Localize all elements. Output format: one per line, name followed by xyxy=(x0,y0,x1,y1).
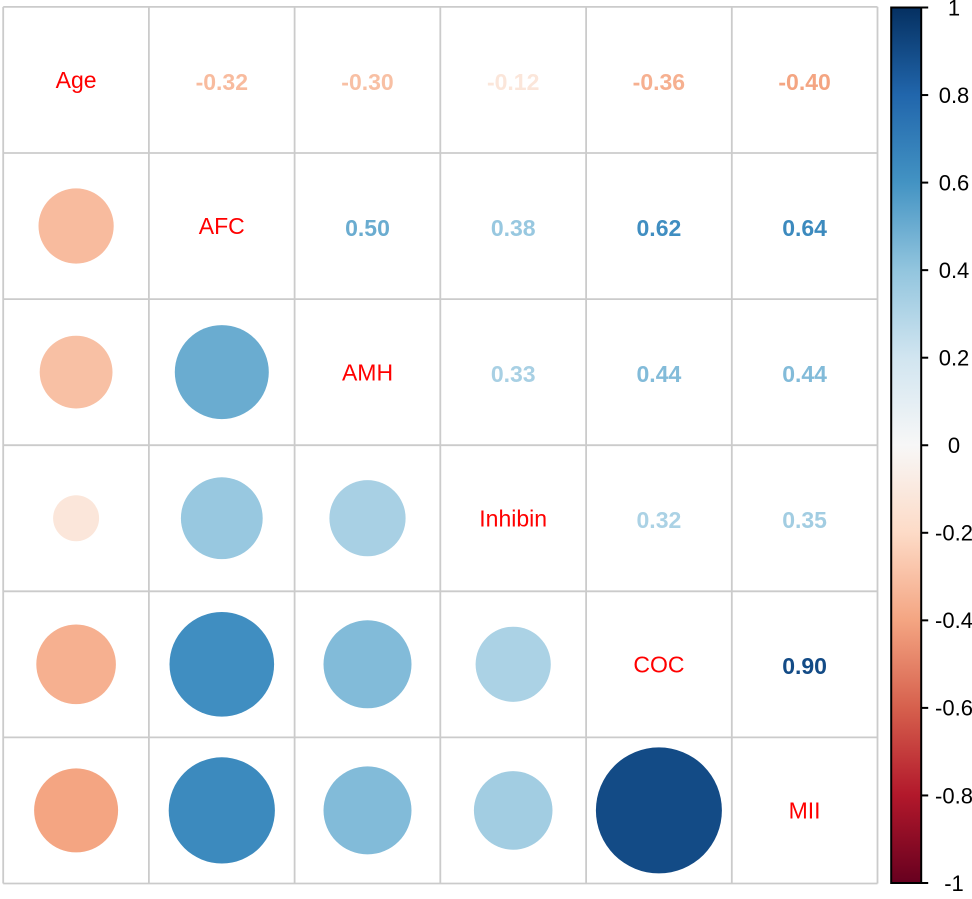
svg-text:MII: MII xyxy=(789,798,821,824)
svg-text:0.62: 0.62 xyxy=(637,215,682,241)
svg-text:0.2: 0.2 xyxy=(939,346,970,371)
svg-text:-0.12: -0.12 xyxy=(487,69,539,95)
svg-text:0.32: 0.32 xyxy=(637,507,682,533)
svg-text:0.44: 0.44 xyxy=(637,361,682,387)
svg-text:0.35: 0.35 xyxy=(782,507,827,533)
svg-text:-0.40: -0.40 xyxy=(778,69,830,95)
svg-text:-0.36: -0.36 xyxy=(633,69,685,95)
svg-text:1: 1 xyxy=(948,0,960,20)
svg-text:0.90: 0.90 xyxy=(782,653,827,679)
svg-text:-0.32: -0.32 xyxy=(196,69,248,95)
svg-text:0.4: 0.4 xyxy=(939,258,970,283)
svg-text:Inhibin: Inhibin xyxy=(479,506,547,532)
svg-text:COC: COC xyxy=(633,652,684,678)
svg-text:AFC: AFC xyxy=(199,213,245,239)
svg-text:0.44: 0.44 xyxy=(782,361,827,387)
svg-text:0: 0 xyxy=(948,433,960,458)
svg-text:AMH: AMH xyxy=(342,359,393,385)
svg-text:0.64: 0.64 xyxy=(782,215,827,241)
svg-text:0.33: 0.33 xyxy=(491,361,536,387)
svg-text:0.50: 0.50 xyxy=(345,215,390,241)
svg-text:0.6: 0.6 xyxy=(939,170,970,195)
svg-text:0.38: 0.38 xyxy=(491,215,536,241)
svg-text:0.8: 0.8 xyxy=(939,83,970,108)
svg-text:-1: -1 xyxy=(944,871,964,894)
svg-text:-0.8: -0.8 xyxy=(935,783,972,808)
svg-text:-0.6: -0.6 xyxy=(935,696,972,721)
svg-text:-0.30: -0.30 xyxy=(341,69,393,95)
svg-text:Age: Age xyxy=(56,67,97,93)
svg-text:-0.2: -0.2 xyxy=(935,521,972,546)
svg-text:-0.4: -0.4 xyxy=(935,608,972,633)
